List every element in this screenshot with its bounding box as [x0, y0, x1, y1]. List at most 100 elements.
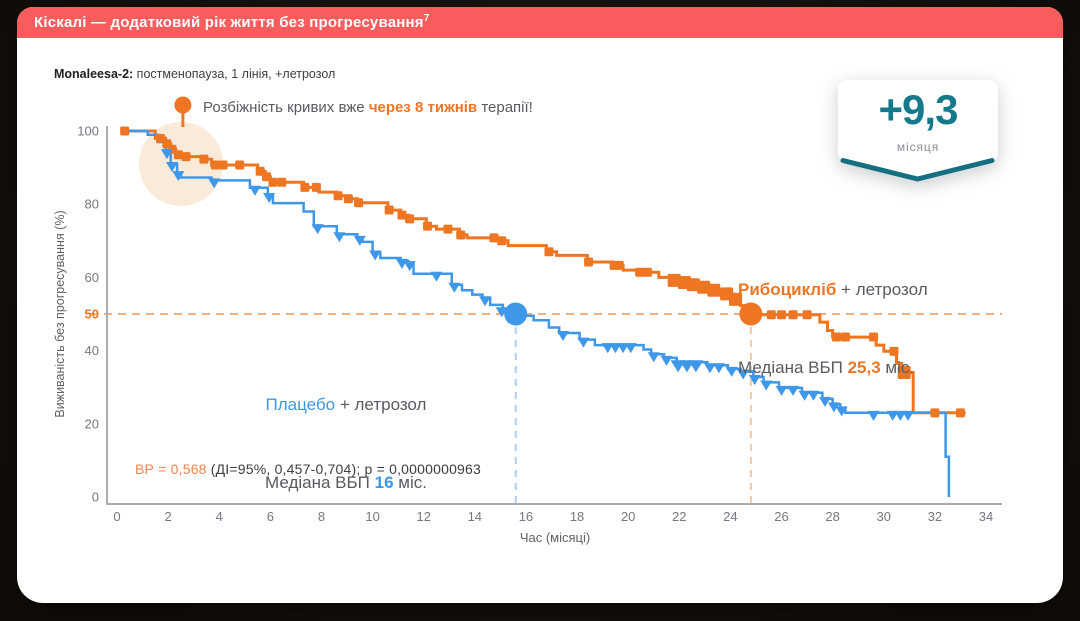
x-tick-label: 32 [928, 509, 942, 524]
badge-value: +9,3 [878, 86, 959, 133]
x-tick-label: 0 [113, 509, 120, 524]
ribociclib-median-dot [739, 302, 763, 326]
censor-marker-triangle [818, 396, 831, 407]
censor-marker-square [614, 260, 624, 270]
ribociclib-label-line1: Рибоцикліб + летрозол [738, 277, 928, 303]
y-tick-label: 0 [92, 490, 99, 505]
censor-marker-triangle [647, 352, 660, 363]
censor-marker-square [456, 230, 466, 240]
x-tick-label: 16 [519, 509, 533, 524]
censor-marker-triangle [353, 235, 366, 246]
y-tick-label: 60 [85, 270, 99, 285]
censor-marker-triangle [712, 363, 725, 374]
censor-marker-triangle [495, 307, 508, 318]
censor-marker-triangle [775, 385, 788, 396]
censor-marker-triangle [660, 355, 673, 366]
censor-marker-triangle [748, 374, 761, 385]
annotation-prefix: Розбіжність кривих вже [203, 99, 369, 116]
censor-marker-triangle [172, 171, 185, 182]
censor-marker-triangle [369, 250, 382, 261]
study-note: Monaleesa-2: постменопауза, 1 лінія, +ле… [54, 67, 335, 81]
censor-marker-square [642, 267, 652, 277]
censor-marker-square [218, 160, 228, 170]
censor-marker-square [930, 408, 940, 418]
placebo-label-line2: Медіана ВБП 16 міс. [265, 470, 427, 496]
censor-marker-square [788, 310, 798, 320]
x-tick-label: 4 [216, 509, 223, 524]
censor-marker-triangle [403, 261, 416, 272]
censor-marker-square [300, 182, 310, 192]
censor-marker-square [384, 205, 394, 215]
censor-marker-triangle [894, 410, 907, 421]
x-tick-label: 30 [877, 509, 891, 524]
ribociclib-name: Рибоцикліб [738, 280, 837, 299]
censor-marker-triangle [333, 232, 346, 243]
censor-marker-triangle [160, 149, 173, 160]
hazard-ratio-note: ВР = 0,568 (ДІ=95%, 0,457-0,704); p = 0,… [135, 461, 481, 477]
censor-marker-square [268, 177, 278, 187]
y-tick-label: 80 [85, 197, 99, 212]
censor-marker-triangle [827, 402, 840, 413]
censor-marker-triangle [601, 343, 614, 354]
censor-marker-square [354, 198, 364, 208]
ribociclib-rest: + летрозол [836, 280, 928, 299]
placebo-label: Плацебо + летрозол Медіана ВБП 16 міс. [265, 340, 427, 548]
badge-shape [838, 80, 998, 182]
annotation-pin-icon [174, 96, 192, 114]
censor-marker-triangle [688, 360, 704, 373]
hazard-ratio-value: ВР = 0,568 [135, 461, 207, 477]
placebo-median-prefix: Медіана ВБП [265, 473, 375, 492]
censor-marker-square [210, 160, 220, 170]
x-tick-label: 18 [570, 509, 584, 524]
censor-marker-triangle [557, 331, 570, 342]
study-name: Monaleesa-2: [54, 67, 134, 81]
divergence-annotation: Розбіжність кривих вже через 8 тижнів те… [203, 99, 533, 116]
censor-marker-triangle [807, 390, 820, 401]
censor-marker-square [405, 214, 415, 224]
censor-marker-square [173, 150, 183, 160]
badge-chevron-fill [842, 159, 993, 180]
x-tick-label: 28 [825, 509, 839, 524]
censor-marker-square [311, 182, 321, 192]
censor-marker-square [707, 283, 721, 297]
badge-chevron-icon [840, 158, 995, 182]
x-tick-label: 26 [774, 509, 788, 524]
placebo-median-value: 16 [374, 473, 394, 492]
censor-marker-square [343, 194, 353, 204]
censor-marker-square [181, 152, 191, 162]
x-tick-label: 14 [468, 509, 482, 524]
censor-marker-square [831, 332, 841, 342]
hazard-ratio-details: (ДІ=95%, 0,457-0,704); p = 0,0000000963 [206, 461, 482, 477]
censor-marker-triangle [787, 385, 800, 396]
censor-marker-triangle [703, 363, 716, 374]
ribociclib-label-line2: Медіана ВБП 25,3 міс. [738, 355, 928, 381]
censor-marker-square [802, 310, 812, 320]
censor-marker-square [199, 154, 209, 164]
placebo-median-dot [504, 302, 528, 326]
badge-unit: місяця [896, 140, 940, 154]
x-tick-label: 10 [365, 509, 379, 524]
y-axis-title: Виживаність без прогресування (%) [53, 210, 67, 417]
annotation-suffix: терапії! [477, 99, 533, 116]
x-tick-label: 24 [723, 509, 737, 524]
ribociclib-median-value: 25,3 [847, 358, 881, 377]
x-tick-label: 34 [979, 509, 993, 524]
ribociclib-label: Рибоцикліб + летрозол Медіана ВБП 25,3 м… [738, 225, 928, 433]
censor-marker-triangle [835, 406, 848, 417]
censor-marker-square [897, 366, 911, 380]
censor-marker-square [840, 332, 850, 342]
censor-marker-square [443, 224, 453, 234]
x-tick-label: 8 [318, 509, 325, 524]
x-tick-label: 2 [165, 509, 172, 524]
censor-marker-square [584, 257, 594, 267]
censor-marker-triangle [798, 390, 811, 401]
censor-marker-triangle [263, 193, 276, 204]
censor-marker-square [497, 236, 507, 246]
placebo-rest: + летрозол [335, 395, 427, 414]
censor-marker-square [955, 408, 965, 418]
ribociclib-median-prefix: Медіана ВБП [738, 358, 848, 377]
study-desc: постменопауза, 1 лінія, +летрозол [133, 67, 336, 81]
censor-marker-triangle [448, 282, 461, 293]
y-tick-label: 50 [85, 307, 99, 322]
